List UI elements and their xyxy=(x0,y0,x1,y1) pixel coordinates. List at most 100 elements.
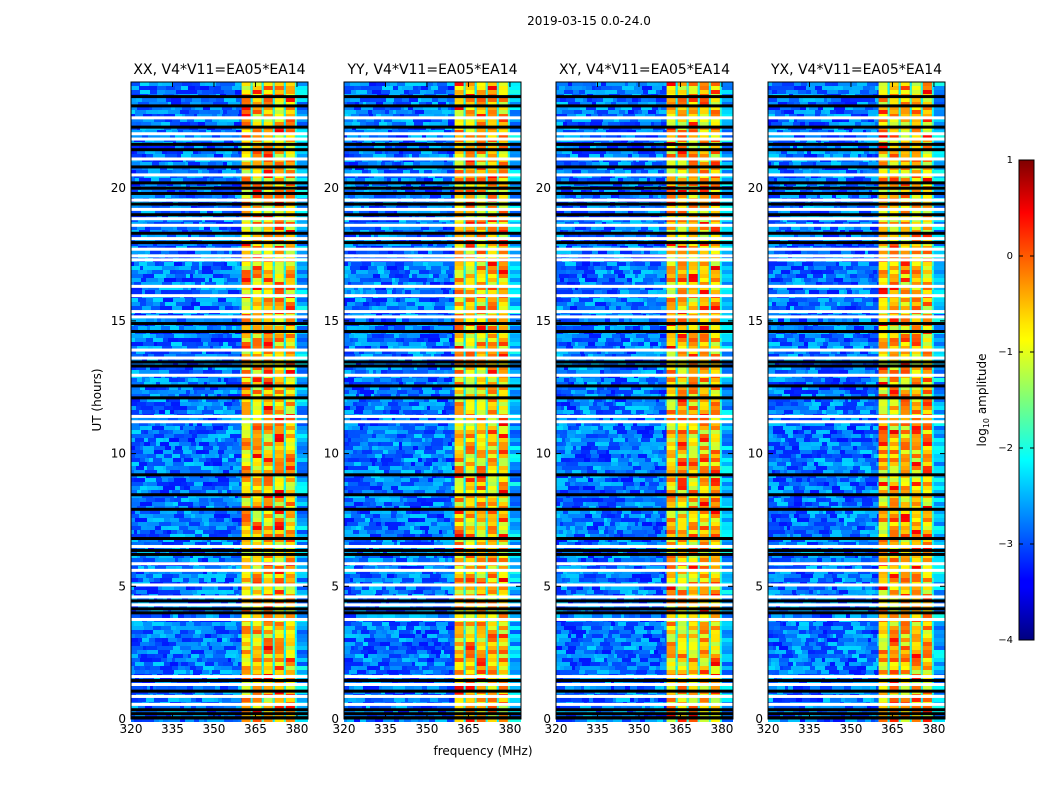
channel-edge xyxy=(508,154,510,158)
noise-cell xyxy=(211,266,221,270)
noise-cell xyxy=(229,518,232,522)
noise-cell xyxy=(199,498,208,502)
noise-cell xyxy=(183,502,193,506)
noise-cell xyxy=(170,518,179,522)
tail-cell xyxy=(510,154,521,158)
tail-cell xyxy=(510,98,521,102)
noise-cell xyxy=(413,86,418,90)
channel-edge xyxy=(273,586,275,590)
noise-cell xyxy=(202,270,213,274)
noise-cell xyxy=(142,434,154,438)
noise-cell xyxy=(188,86,195,90)
band-cell xyxy=(264,614,273,618)
noise-cell xyxy=(173,162,185,166)
noise-cell xyxy=(211,458,222,462)
noise-cell xyxy=(136,574,146,578)
noise-cell xyxy=(171,446,175,450)
band-cell xyxy=(264,410,273,414)
noise-cell xyxy=(140,446,143,450)
noise-cell xyxy=(180,486,184,490)
noise-cell xyxy=(164,622,172,626)
noise-cell xyxy=(191,154,202,158)
channel-edge xyxy=(251,442,253,446)
noise-cell xyxy=(227,446,232,450)
noise-cell xyxy=(232,326,236,330)
noise-cell xyxy=(174,410,178,414)
noise-cell xyxy=(180,622,186,626)
noise-cell xyxy=(186,318,195,322)
band-cell xyxy=(264,378,273,382)
noise-cell xyxy=(220,522,226,526)
channel-edge xyxy=(295,338,297,342)
channel-edge xyxy=(497,98,499,102)
band-cell xyxy=(253,698,262,702)
band-cell xyxy=(286,90,295,94)
noise-cell xyxy=(216,98,224,102)
noise-cell xyxy=(190,274,193,278)
band-cell xyxy=(275,478,284,482)
channel-edge xyxy=(284,378,286,382)
band-cell xyxy=(455,154,464,158)
noise-cell xyxy=(178,466,189,470)
noise-cell xyxy=(393,110,396,114)
channel-edge xyxy=(251,82,253,86)
noise-cell xyxy=(222,458,228,462)
noise-cell xyxy=(167,530,171,534)
channel-edge xyxy=(273,326,275,330)
channel-edge xyxy=(273,478,275,482)
noise-cell xyxy=(209,442,212,446)
band-cell xyxy=(253,634,262,638)
noise-cell xyxy=(232,334,241,338)
channel-edge xyxy=(273,646,275,650)
noise-cell xyxy=(131,634,135,638)
band-cell xyxy=(275,642,284,646)
channel-edge xyxy=(273,278,275,282)
band-cell xyxy=(275,410,284,414)
band-cell xyxy=(477,162,486,166)
noise-cell xyxy=(226,326,232,330)
channel-edge xyxy=(295,334,297,338)
noise-cell xyxy=(156,478,162,482)
noise-cell xyxy=(210,642,221,646)
channel-edge xyxy=(475,122,477,126)
noise-cell xyxy=(131,686,143,690)
channel-edge xyxy=(251,278,253,282)
noise-cell xyxy=(190,122,198,126)
noise-cell xyxy=(216,162,223,166)
noise-cell xyxy=(171,626,176,630)
flag-black xyxy=(131,192,308,195)
band-cell xyxy=(242,590,251,594)
noise-cell xyxy=(156,686,168,690)
channel-edge xyxy=(251,698,253,702)
noise-cell xyxy=(200,306,210,310)
channel-edge xyxy=(273,462,275,466)
noise-cell xyxy=(140,442,144,446)
noise-cell xyxy=(131,274,143,278)
noise-cell xyxy=(178,662,181,666)
noise-cell xyxy=(225,654,233,658)
noise-cell xyxy=(162,82,172,86)
noise-cell xyxy=(159,522,171,526)
noise-cell xyxy=(143,578,149,582)
channel-edge xyxy=(295,698,297,702)
channel-edge xyxy=(475,110,477,114)
noise-cell xyxy=(152,270,163,274)
noise-cell xyxy=(196,326,207,330)
noise-cell xyxy=(147,482,157,486)
noise-cell xyxy=(189,338,201,342)
noise-cell xyxy=(154,450,163,454)
noise-cell xyxy=(153,154,165,158)
band-cell xyxy=(286,98,295,102)
channel-edge xyxy=(284,290,286,294)
noise-cell xyxy=(169,266,175,270)
noise-cell xyxy=(161,658,167,662)
noise-cell xyxy=(164,630,173,634)
noise-cell xyxy=(146,646,157,650)
noise-cell xyxy=(135,634,141,638)
channel-edge xyxy=(251,646,253,650)
band-cell xyxy=(264,434,273,438)
band-cell xyxy=(275,654,284,658)
noise-cell xyxy=(194,306,200,310)
band-cell xyxy=(477,90,486,94)
